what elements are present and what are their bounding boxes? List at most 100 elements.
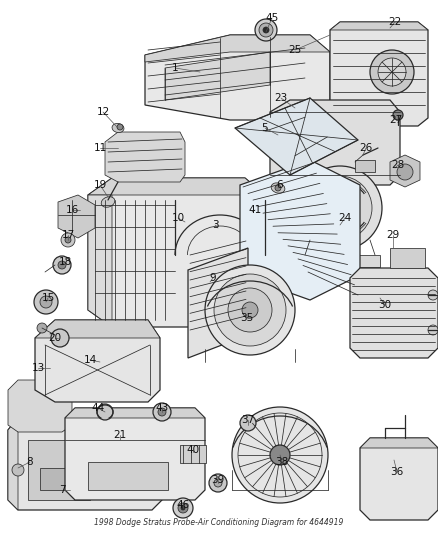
Text: 8: 8 [27,457,33,467]
Circle shape [255,19,277,41]
Polygon shape [88,462,168,490]
Polygon shape [40,468,78,490]
Text: 39: 39 [212,475,225,485]
Circle shape [153,403,171,421]
Text: 25: 25 [288,45,302,55]
Circle shape [263,27,269,33]
Ellipse shape [112,124,124,133]
Polygon shape [8,418,162,430]
Text: 3: 3 [212,220,218,230]
Text: 14: 14 [83,355,97,365]
Circle shape [298,166,382,250]
Circle shape [117,124,123,130]
Circle shape [214,274,286,346]
Circle shape [53,256,71,274]
Circle shape [40,296,52,308]
Text: 40: 40 [187,445,200,455]
Circle shape [214,479,222,487]
Polygon shape [88,178,265,327]
Polygon shape [390,155,420,187]
Text: 1: 1 [172,63,178,73]
Polygon shape [165,52,270,100]
Circle shape [12,464,24,476]
Circle shape [232,407,328,503]
Polygon shape [300,255,380,267]
Circle shape [242,302,258,318]
Text: 22: 22 [389,17,402,27]
Circle shape [65,237,71,243]
Circle shape [178,503,188,513]
Text: 26: 26 [359,143,373,153]
Polygon shape [145,35,330,120]
Polygon shape [270,100,400,185]
Text: 21: 21 [113,430,127,440]
Circle shape [308,176,372,240]
Polygon shape [180,445,206,463]
Circle shape [181,506,185,510]
Text: 20: 20 [49,333,62,343]
Circle shape [428,290,438,300]
Polygon shape [350,268,438,358]
Polygon shape [88,178,265,195]
Polygon shape [330,22,428,126]
Text: 46: 46 [177,500,190,510]
Polygon shape [188,248,248,358]
Text: 36: 36 [390,467,404,477]
Circle shape [37,323,47,333]
Circle shape [228,288,272,332]
Polygon shape [65,408,205,418]
Polygon shape [145,35,330,62]
Circle shape [397,164,413,180]
Text: 12: 12 [96,107,110,117]
Polygon shape [360,438,438,448]
Text: 24: 24 [339,213,352,223]
Text: 1998 Dodge Stratus Probe-Air Conditioning Diagram for 4644919: 1998 Dodge Stratus Probe-Air Conditionin… [94,518,344,527]
Text: 18: 18 [58,257,72,267]
Text: 37: 37 [241,415,254,425]
Text: 6: 6 [277,180,283,190]
Circle shape [428,325,438,335]
Polygon shape [58,195,95,238]
Text: 45: 45 [265,13,279,23]
Text: 10: 10 [171,213,184,223]
Polygon shape [8,380,72,432]
Text: 16: 16 [65,205,79,215]
Circle shape [209,474,227,492]
Text: 7: 7 [59,485,65,495]
Circle shape [378,58,406,86]
Circle shape [34,290,58,314]
Polygon shape [88,195,112,327]
Polygon shape [240,160,360,300]
Circle shape [61,233,75,247]
Polygon shape [330,22,428,30]
Circle shape [205,265,295,355]
Text: 44: 44 [92,403,105,413]
Text: 27: 27 [389,115,403,125]
Polygon shape [8,418,162,510]
Circle shape [58,261,66,269]
Circle shape [158,408,166,416]
Text: 11: 11 [93,143,106,153]
Text: 38: 38 [276,457,289,467]
Text: 28: 28 [392,160,405,170]
Text: 30: 30 [378,300,392,310]
Text: 15: 15 [41,293,55,303]
Text: 19: 19 [93,180,106,190]
Circle shape [173,498,193,518]
Text: 9: 9 [210,273,216,283]
Circle shape [259,23,273,37]
Polygon shape [355,160,375,172]
Circle shape [275,185,281,191]
Circle shape [97,404,113,420]
Text: 43: 43 [155,403,169,413]
Ellipse shape [271,183,285,193]
Text: 17: 17 [61,230,74,240]
Text: 13: 13 [32,363,45,373]
Polygon shape [35,320,160,402]
Polygon shape [390,248,425,268]
Text: 41: 41 [248,205,261,215]
Polygon shape [235,98,358,175]
Polygon shape [360,438,438,520]
Text: 23: 23 [274,93,288,103]
Polygon shape [35,320,160,338]
